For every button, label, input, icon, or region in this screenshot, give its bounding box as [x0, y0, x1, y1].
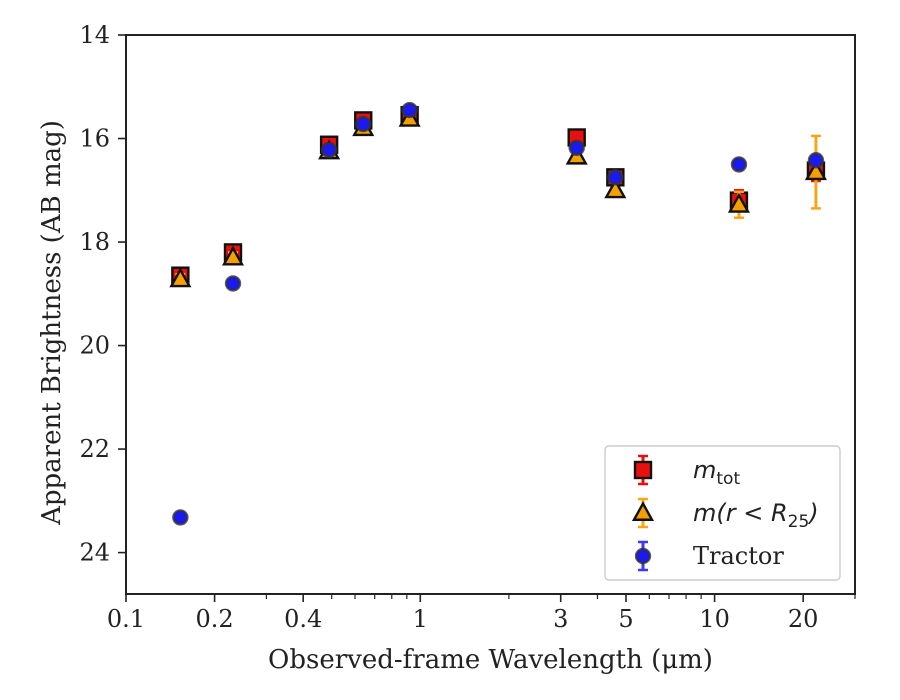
data-point-triangle — [804, 160, 827, 181]
y-axis-ticks: 14 16 18 20 22 24 — [79, 21, 126, 567]
x-tick-label: 3 — [553, 605, 568, 633]
axes-frame — [125, 34, 856, 595]
legend-marker-circle — [634, 547, 652, 565]
legend-entry: m(r < R25) — [631, 497, 819, 532]
x-tick-label: 0.4 — [284, 605, 322, 633]
data-marks — [169, 101, 827, 526]
x-tick-label: 10 — [699, 605, 730, 633]
data-point-circle — [172, 509, 189, 526]
legend-label: Tractor — [693, 542, 784, 570]
data-point-triangle — [221, 245, 245, 266]
data-point-circle — [807, 152, 825, 169]
y-axis-label: Apparent Brightness (AB mag) — [37, 120, 67, 526]
legend-marker-square — [633, 460, 653, 480]
series-circle — [172, 101, 825, 526]
y-tick-label: 22 — [79, 435, 110, 463]
data-point-circle — [320, 141, 338, 159]
legend-label: m(r < R25) — [693, 499, 819, 532]
x-tick-label: 0.1 — [107, 605, 145, 633]
legend-box — [604, 445, 841, 581]
data-point-circle — [607, 169, 624, 186]
data-point-triangle — [727, 192, 750, 213]
y-tick-label: 18 — [79, 228, 110, 256]
data-point-circle — [401, 101, 418, 119]
legend-label: mtot — [693, 456, 740, 489]
y-tick-label: 16 — [79, 125, 110, 153]
x-axis-label: Observed-frame Wavelength (μm) — [268, 645, 713, 675]
x-tick-label: 0.2 — [196, 605, 234, 633]
data-point-triangle — [604, 178, 627, 199]
x-axis-ticks: 0.1 0.2 0.4 1 3 5 10 20 — [107, 594, 856, 633]
legend-entry: Tractor — [634, 540, 784, 572]
x-tick-label: 20 — [788, 605, 819, 633]
data-point-circle — [730, 156, 748, 173]
x-tick-label: 1 — [413, 605, 428, 633]
legend: mtot m(r < R25) Tractor — [604, 445, 841, 581]
data-point-circle — [568, 139, 585, 157]
data-point-circle — [355, 115, 372, 133]
y-tick-label: 24 — [79, 539, 110, 567]
y-tick-label: 20 — [79, 332, 110, 360]
x-tick-label: 5 — [618, 605, 633, 633]
legend-marker-triangle — [631, 501, 655, 521]
legend-entry: mtot — [633, 454, 740, 489]
data-point-circle — [224, 275, 242, 292]
y-tick-label: 14 — [79, 21, 110, 49]
data-point-triangle — [169, 267, 192, 288]
